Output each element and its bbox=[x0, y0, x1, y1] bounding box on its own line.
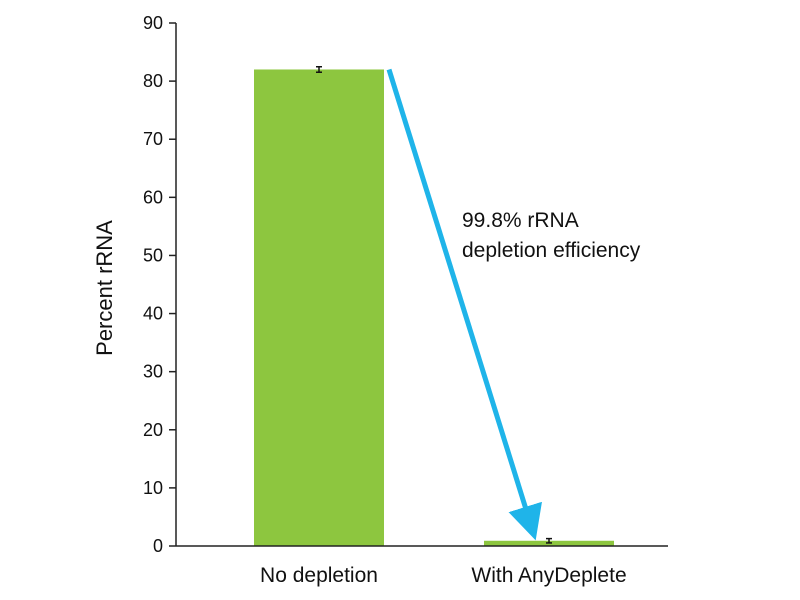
category-label-2: With AnyDeplete bbox=[471, 564, 626, 587]
annotation-line-2: depletion efficiency bbox=[462, 239, 641, 262]
y-tick-label: 10 bbox=[143, 478, 163, 498]
error-bar-2 bbox=[546, 537, 552, 544]
y-ticks: 0 10 20 30 40 50 60 70 80 90 bbox=[143, 13, 176, 556]
y-tick-label: 30 bbox=[143, 362, 163, 382]
y-tick-label: 70 bbox=[143, 129, 163, 149]
annotation-line-1: 99.8% rRNA bbox=[462, 209, 579, 232]
y-tick-label: 20 bbox=[143, 420, 163, 440]
y-tick-label: 0 bbox=[153, 536, 163, 556]
depletion-arrow bbox=[386, 68, 542, 541]
y-axis-title: Percent rRNA bbox=[92, 220, 117, 356]
bars-layer bbox=[254, 69, 614, 546]
y-tick-label: 40 bbox=[143, 304, 163, 324]
error-bars-layer bbox=[316, 65, 552, 544]
y-tick-label: 50 bbox=[143, 245, 163, 265]
error-bar-1 bbox=[316, 65, 322, 73]
category-labels: No depletion With AnyDeplete bbox=[260, 564, 627, 587]
category-label-1: No depletion bbox=[260, 564, 378, 587]
y-tick-label: 60 bbox=[143, 187, 163, 207]
y-tick-label: 90 bbox=[143, 13, 163, 33]
y-tick-label: 80 bbox=[143, 71, 163, 91]
bar-1 bbox=[254, 69, 384, 546]
